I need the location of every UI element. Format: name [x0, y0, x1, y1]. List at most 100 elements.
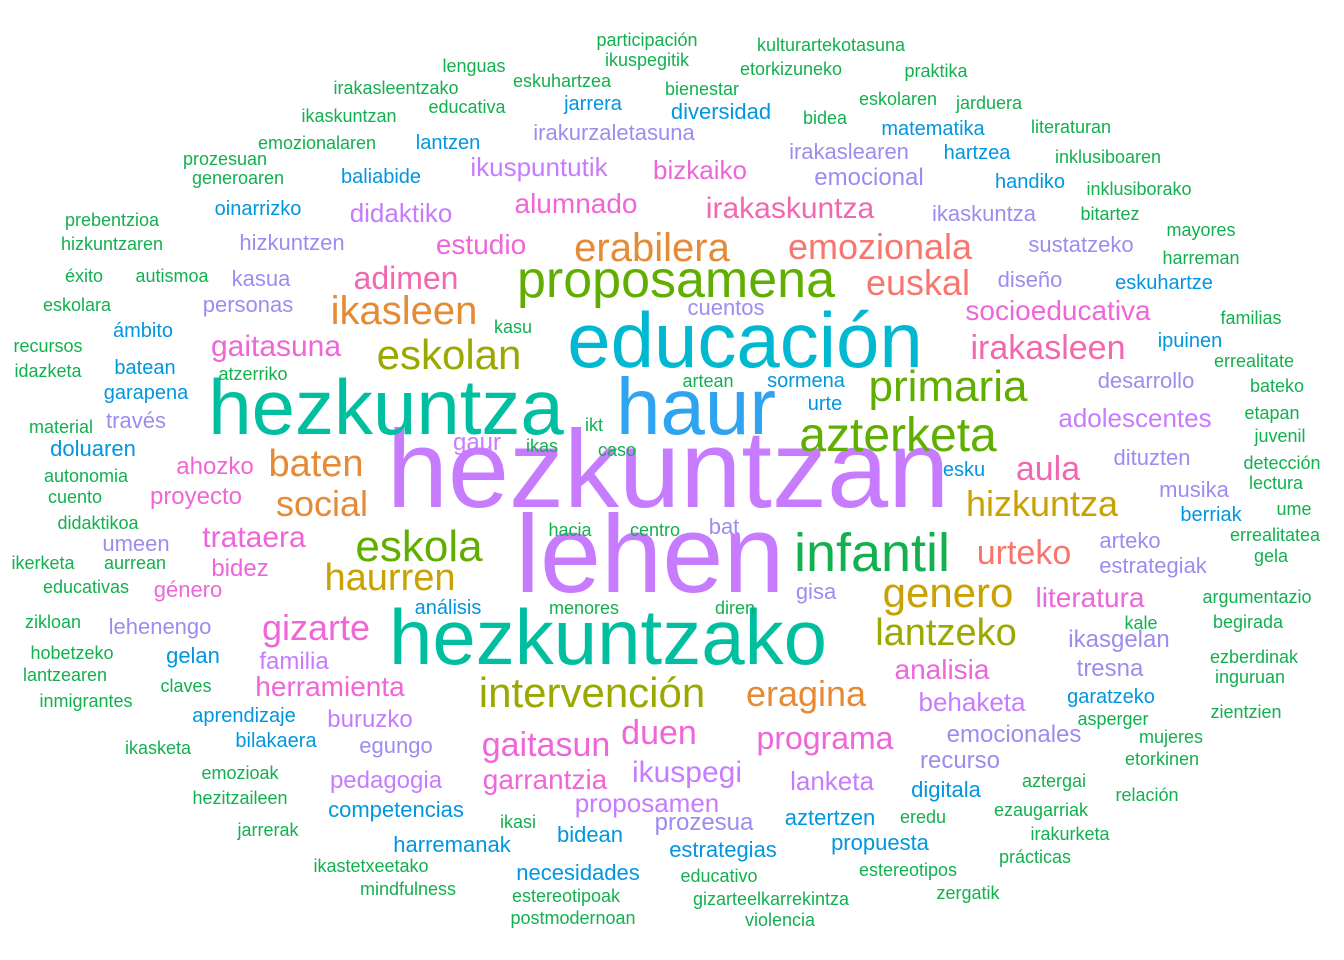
word-ikasgelan: ikasgelan: [1068, 626, 1170, 653]
word-ikuspegi: ikuspegi: [631, 756, 743, 789]
word-ikaskuntza: ikaskuntza: [932, 201, 1036, 226]
word-proyecto: proyecto: [149, 483, 243, 510]
word-asperger: asperger: [1077, 709, 1149, 729]
word-mindfulness: mindfulness: [359, 879, 457, 899]
word-eskuhartzea: eskuhartzea: [512, 71, 612, 91]
word-adolescentes: adolescentes: [1058, 403, 1212, 433]
word-educativas: educativas: [42, 577, 130, 597]
word-caso: caso: [597, 440, 637, 460]
word-gaitasun: gaitasun: [481, 726, 611, 764]
word-kale: kale: [1124, 613, 1158, 633]
word-lantzearen: lantzearen: [22, 665, 108, 685]
word-irakaskuntza: irakaskuntza: [705, 192, 875, 225]
word-postmodernoan: postmodernoan: [510, 908, 636, 928]
word-emocionales: emocionales: [946, 721, 1082, 748]
word-pedagogia: pedagogia: [329, 767, 443, 794]
word-ipuinen: ipuinen: [1157, 330, 1223, 352]
word-kulturartekotasuna: kulturartekotasuna: [756, 35, 906, 55]
word-participacion: participación: [596, 30, 698, 50]
word-emozionalaren: emozionalaren: [257, 133, 377, 153]
word-jarrera: jarrera: [564, 93, 622, 115]
word-irakaslearen: irakaslearen: [789, 139, 909, 164]
word-lehenengo: lehenengo: [108, 614, 212, 639]
word-prozesua: prozesua: [654, 809, 754, 836]
word-bilakaera: bilakaera: [235, 730, 317, 752]
word-ikuspuntutik: ikuspuntutik: [470, 152, 608, 182]
word-hezkuntza: hezkuntza: [208, 363, 564, 451]
word-hizkuntzaren: hizkuntzaren: [60, 234, 164, 254]
word-lenguas: lenguas: [442, 56, 506, 76]
word-aztertzen: aztertzen: [784, 805, 876, 830]
word-ahozko: ahozko: [176, 453, 254, 480]
word-arteko: arteko: [1099, 528, 1161, 553]
word-diversidad: diversidad: [670, 99, 772, 124]
word-gisa: gisa: [795, 579, 837, 604]
word-artean: artean: [682, 371, 734, 391]
word-emozioak: emozioak: [201, 763, 279, 783]
word-propuesta: propuesta: [831, 830, 929, 855]
word-estereotipoak: estereotipoak: [511, 886, 621, 906]
word-cuentos: cuentos: [687, 295, 765, 320]
word-necesidades: necesidades: [516, 860, 640, 885]
word-ikuspegitik: ikuspegitik: [604, 50, 690, 70]
word-lantzeko: lantzeko: [875, 612, 1017, 654]
word-lantzen: lantzen: [415, 132, 481, 154]
word-prebentzioa: prebentzioa: [64, 210, 160, 230]
word-primaria: primaria: [868, 362, 1028, 411]
word-oinarrizko: oinarrizko: [214, 198, 302, 220]
word-bat: bat: [708, 514, 740, 539]
word-centro: centro: [629, 520, 681, 540]
word-emozionala: emozionala: [787, 226, 973, 267]
word-infantil: infantil: [793, 523, 951, 583]
word-errealitatea: errealitatea: [1229, 525, 1321, 545]
word-gizarteelkarrekintza: gizarteelkarrekintza: [692, 889, 850, 909]
word-literatura: literatura: [1035, 582, 1145, 613]
word-argumentazio: argumentazio: [1202, 587, 1312, 607]
word-recursos: recursos: [13, 336, 83, 356]
word-harremanak: harremanak: [393, 832, 511, 857]
word-kasua: kasua: [231, 266, 291, 291]
word-buruzko: buruzko: [327, 706, 413, 733]
word-inklusiborako: inklusiborako: [1086, 179, 1192, 199]
word-gelan: gelan: [166, 643, 220, 668]
word-urteko: urteko: [976, 534, 1072, 572]
word-sustatzeko: sustatzeko: [1028, 232, 1134, 257]
word-praktika: praktika: [904, 61, 968, 81]
word-ambito: ámbito: [112, 320, 174, 342]
word-prozesuan: prozesuan: [182, 149, 268, 169]
word-hizkuntza: hizkuntza: [965, 483, 1119, 524]
word-dituzten: dituzten: [1113, 445, 1191, 470]
word-atzerriko: atzerriko: [218, 364, 288, 384]
word-eskola: eskola: [355, 522, 483, 571]
word-berriak: berriak: [1180, 504, 1242, 526]
word-irakurzaletasuna: irakurzaletasuna: [533, 120, 695, 145]
word-eskolara: eskolara: [42, 295, 112, 315]
word-programa: programa: [756, 720, 894, 756]
word-gaur: gaur: [452, 429, 502, 456]
word-eskuhartze: eskuhartze: [1115, 272, 1213, 294]
word-autonomia: autonomia: [43, 466, 129, 486]
word-egungo: egungo: [359, 733, 433, 758]
word-recurso: recurso: [919, 747, 1001, 774]
word-esku: esku: [942, 459, 986, 481]
word-ezaugarriak: ezaugarriak: [993, 800, 1089, 820]
word-ikasketa: ikasketa: [124, 738, 192, 758]
word-literaturan: literaturan: [1030, 117, 1112, 137]
word-estrategias: estrategias: [669, 837, 777, 862]
word-inklusiboaren: inklusiboaren: [1054, 147, 1162, 167]
word-hezkuntzako: hezkuntzako: [389, 593, 827, 681]
word-ikerketa: ikerketa: [11, 553, 75, 573]
word-hezitzaileen: hezitzaileen: [192, 788, 288, 808]
word-socioeducativa: socioeducativa: [965, 295, 1151, 326]
word-urte: urte: [807, 393, 843, 415]
word-social: social: [275, 483, 369, 524]
word-generoaren: generoaren: [191, 168, 285, 188]
word-educacion: educación: [567, 296, 923, 384]
word-diseno: diseño: [997, 267, 1063, 292]
word-genero: género: [153, 577, 223, 602]
word-aurrean: aurrean: [103, 553, 167, 573]
word-zergatik: zergatik: [936, 883, 1000, 903]
word-estrategiak: estrategiak: [1099, 553, 1207, 578]
word-adimen: adimen: [353, 260, 459, 296]
word-personas: personas: [202, 292, 294, 317]
